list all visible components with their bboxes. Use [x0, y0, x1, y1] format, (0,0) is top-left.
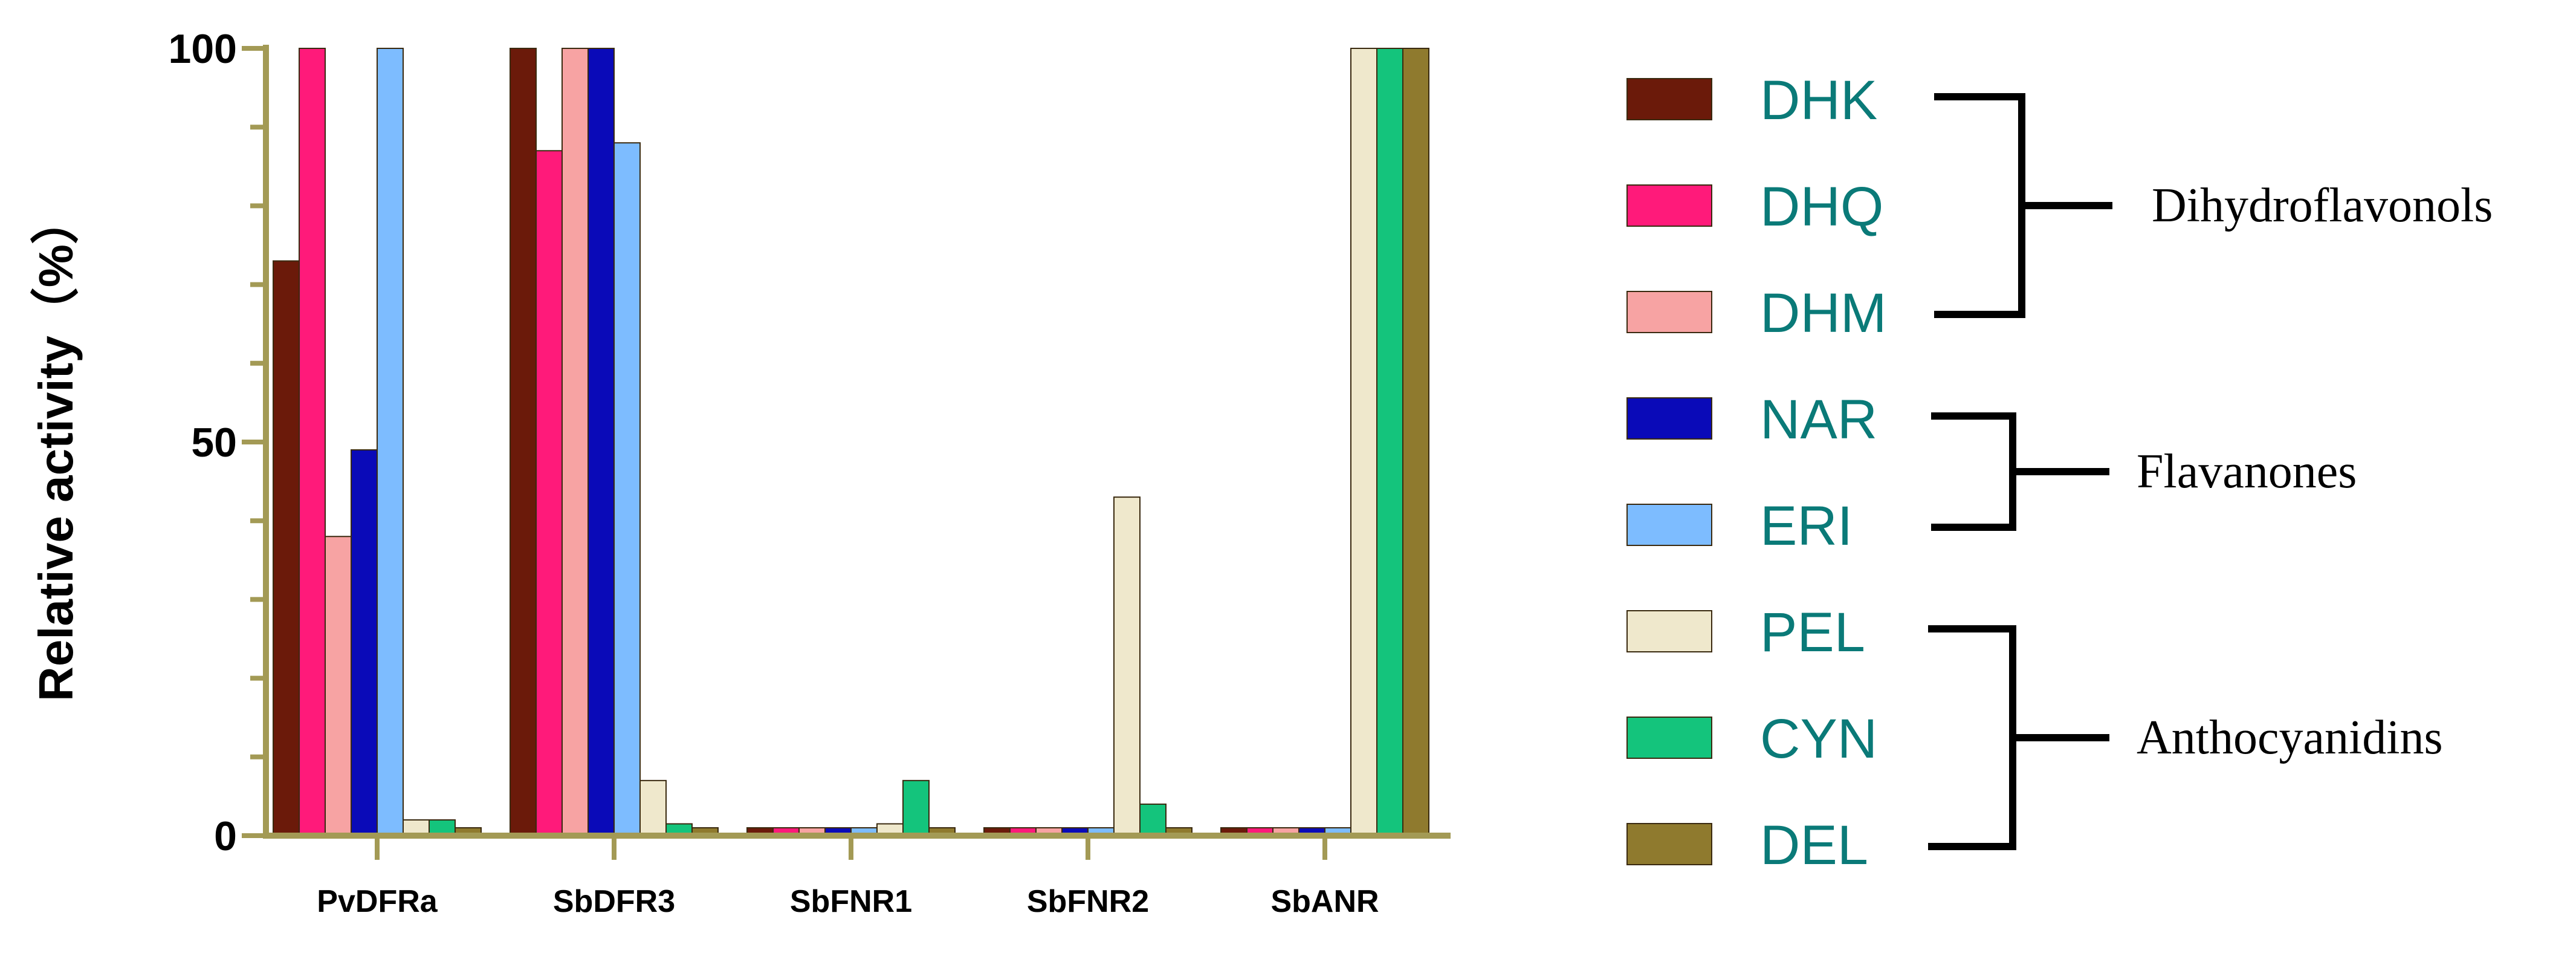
- bar-SbANR-CYN: [1376, 48, 1403, 836]
- bar-PvDFRa-DHQ: [299, 48, 326, 836]
- group-label-flavanones: Flavanones: [2137, 445, 2357, 498]
- legend-swatch-DHQ: [1626, 184, 1712, 227]
- x-tick-label-SbDFR3: SbDFR3: [553, 884, 675, 919]
- x-tick-label-SbFNR1: SbFNR1: [790, 884, 912, 919]
- legend-label-ERI: ERI: [1760, 495, 1853, 557]
- legend-label-DHM: DHM: [1760, 282, 1887, 344]
- legend-label-DEL: DEL: [1760, 814, 1868, 876]
- y-tick-label-50: 50: [191, 420, 237, 466]
- bar-SbANR-DEL: [1402, 48, 1429, 836]
- legend-swatch-ERI: [1626, 504, 1712, 546]
- legend-label-DHQ: DHQ: [1760, 176, 1883, 238]
- group-bracket-2: [1928, 625, 2109, 850]
- legend-label-PEL: PEL: [1760, 602, 1865, 663]
- bar-SbDFR3-DHQ: [536, 150, 563, 836]
- bar-PvDFRa-DHK: [273, 260, 300, 837]
- legend-swatch-DHK: [1626, 78, 1712, 120]
- bar-PvDFRa-DHM: [325, 536, 352, 836]
- bar-SbFNR2-PEL: [1113, 496, 1141, 836]
- legend-swatch-DEL: [1626, 823, 1712, 865]
- group-label-dihydroflavonols: Dihydroflavonols: [2152, 179, 2493, 232]
- bar-SbDFR3-PEL: [639, 779, 667, 836]
- y-tick-label-0: 0: [214, 813, 237, 859]
- group-label-anthocyanidins: Anthocyanidins: [2137, 711, 2443, 764]
- bar-PvDFRa-ERI: [377, 48, 404, 836]
- bar-PvDFRa-NAR: [351, 449, 378, 836]
- x-tick-label-PvDFRa: PvDFRa: [317, 884, 438, 919]
- x-tick-label-SbFNR2: SbFNR2: [1027, 884, 1149, 919]
- legend: DHK DHQ DHM NAR ERI PEL CYN DEL: [1626, 70, 1887, 876]
- group-bracket-0: [1934, 93, 2112, 318]
- legend-label-NAR: NAR: [1760, 389, 1877, 450]
- legend-groups: Dihydroflavonols Flavanones Anthocyanidins: [1928, 93, 2493, 850]
- legend-label-DHK: DHK: [1760, 70, 1877, 131]
- bar-SbANR-PEL: [1350, 48, 1377, 836]
- axis-layer: 0 50 100 PvDFRa SbDFR3 SbFNR1 SbFNR2 SbANR: [169, 26, 1451, 919]
- bar-SbDFR3-ERI: [613, 142, 641, 837]
- legend-swatch-DHM: [1626, 291, 1712, 333]
- bar-SbDFR3-DHK: [510, 48, 537, 836]
- bars-layer: [273, 48, 1429, 837]
- y-axis-label: Relative activity（%）: [29, 196, 83, 701]
- bar-SbFNR1-CYN: [902, 779, 930, 836]
- legend-swatch-PEL: [1626, 610, 1712, 652]
- x-tick-label-SbANR: SbANR: [1270, 884, 1379, 919]
- group-bracket-1: [1931, 412, 2109, 531]
- bar-SbDFR3-NAR: [587, 48, 615, 836]
- legend-swatch-CYN: [1626, 717, 1712, 759]
- bar-SbFNR2-CYN: [1139, 803, 1167, 837]
- bar-SbDFR3-DHM: [561, 48, 589, 836]
- legend-swatch-NAR: [1626, 397, 1712, 440]
- legend-label-CYN: CYN: [1760, 708, 1877, 770]
- y-tick-label-100: 100: [169, 26, 237, 72]
